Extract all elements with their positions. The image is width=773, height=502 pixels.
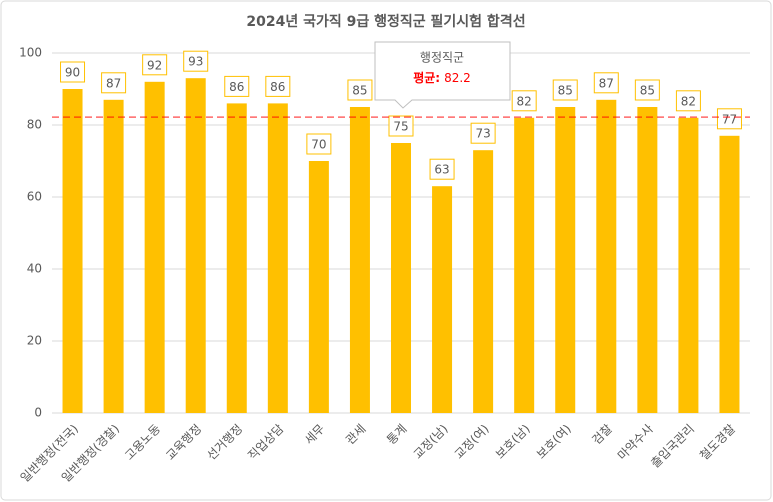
chart-title: 2024년 국가직 9급 행정직군 필기시험 합격선 — [246, 13, 525, 30]
data-label-box — [306, 133, 332, 155]
bar — [555, 107, 576, 413]
data-label-box — [388, 115, 414, 137]
data-label: 85 — [352, 84, 367, 98]
data-label: 73 — [475, 127, 490, 141]
data-label-box — [552, 79, 578, 101]
data-label: 90 — [65, 66, 80, 80]
data-label-box — [470, 122, 496, 144]
data-label: 85 — [558, 84, 573, 98]
bar — [62, 89, 83, 413]
data-label: 70 — [311, 138, 326, 152]
bar — [226, 103, 247, 414]
data-label-box — [142, 54, 168, 76]
data-label: 82 — [681, 94, 696, 108]
data-label: 63 — [434, 163, 449, 177]
data-label-box — [429, 158, 455, 180]
y-tick-label: 60 — [27, 190, 42, 204]
data-label: 75 — [393, 120, 408, 134]
y-tick-label: 100 — [19, 46, 42, 60]
y-tick-label: 0 — [34, 406, 42, 420]
callout-label: 평균: — [413, 71, 440, 85]
data-label: 77 — [722, 112, 737, 126]
bar — [103, 99, 124, 414]
y-tick-label: 80 — [27, 118, 42, 132]
bar — [308, 161, 329, 413]
callout-title: 행정직군 — [420, 50, 464, 65]
bar — [637, 107, 658, 413]
data-label-box — [183, 50, 209, 72]
data-label-box — [675, 90, 701, 112]
y-tick-label: 40 — [27, 262, 42, 276]
bar — [514, 117, 535, 414]
bar — [596, 99, 617, 414]
data-label: 82 — [517, 94, 532, 108]
data-label: 86 — [229, 80, 244, 94]
data-label-box — [593, 72, 619, 94]
callout-value: 평균: 82.2 — [413, 71, 471, 85]
bar — [432, 186, 453, 413]
bar — [349, 107, 370, 413]
bar — [185, 78, 206, 413]
data-label: 93 — [188, 55, 203, 69]
bar — [267, 103, 288, 414]
data-label-box — [634, 79, 660, 101]
data-label-box — [60, 61, 86, 83]
bar — [144, 81, 165, 414]
y-tick-label: 20 — [27, 334, 42, 348]
bar — [719, 135, 740, 414]
data-label: 87 — [599, 76, 614, 90]
data-label: 85 — [640, 84, 655, 98]
data-label-box — [716, 108, 742, 130]
bar — [473, 150, 494, 413]
data-label: 86 — [270, 80, 285, 94]
callout-number: 82.2 — [444, 71, 471, 85]
data-label-box — [347, 79, 373, 101]
callout-box — [374, 41, 511, 109]
data-label-box — [265, 75, 291, 97]
bar — [678, 117, 699, 414]
data-label-box — [511, 90, 537, 112]
data-label-box — [101, 72, 127, 94]
data-label: 92 — [147, 58, 162, 72]
data-label: 87 — [106, 76, 121, 90]
bar — [391, 143, 411, 413]
data-label-box — [224, 75, 250, 97]
